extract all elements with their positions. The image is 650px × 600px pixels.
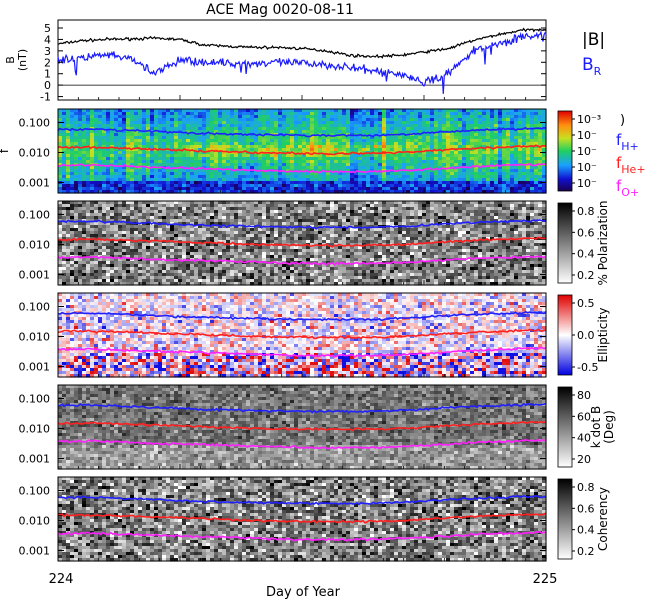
- freq-y-tick-label: 0.001: [19, 177, 51, 190]
- field-y-axis-label: B(nT): [4, 49, 29, 71]
- freq-y-tick-label: 0.100: [19, 117, 51, 130]
- field-y-tick-label: 5: [44, 22, 51, 35]
- legend-b-total: |B|: [582, 30, 605, 50]
- field-y-tick-label: 1: [44, 68, 51, 81]
- colorbar-tick-label: 10⁻: [577, 145, 597, 158]
- field-legend: |B| BR: [582, 30, 605, 78]
- colorbar-tick-label: 10⁻: [577, 161, 597, 174]
- spectrogram-cells-0: [58, 109, 547, 194]
- field-y-tick-label: 3: [44, 45, 51, 58]
- figure-title: ACE Mag 0020-08-11: [206, 2, 354, 18]
- legend-b-r: BR: [582, 55, 602, 78]
- field-y-tick-label: 4: [44, 33, 51, 46]
- colorbar-tick-label: 10⁻: [577, 129, 597, 142]
- freq-y-axis-label: f: [0, 148, 11, 153]
- field-y-tick-label: -1: [40, 91, 51, 104]
- field-y-tick-label: 0: [44, 79, 51, 92]
- colorbar-0: [558, 111, 572, 191]
- colorbar-tick-label: 10⁻: [577, 177, 597, 190]
- spectrogram-cells-1: [58, 201, 547, 286]
- spectral-panels: 0.100 0.010 0.001 10⁻³ 10⁻ 10⁻ 10⁻ 10⁻ f 0.1000.0…: [0, 109, 616, 562]
- colorbar-tick-label: 10⁻³: [577, 113, 601, 126]
- field-y-tick-label: 2: [44, 56, 51, 69]
- freq-y-tick-label: 0.010: [19, 147, 51, 160]
- spectral-panel-0: 0.100 0.010 0.001 10⁻³ 10⁻ 10⁻ 10⁻ 10⁻ f: [0, 109, 601, 194]
